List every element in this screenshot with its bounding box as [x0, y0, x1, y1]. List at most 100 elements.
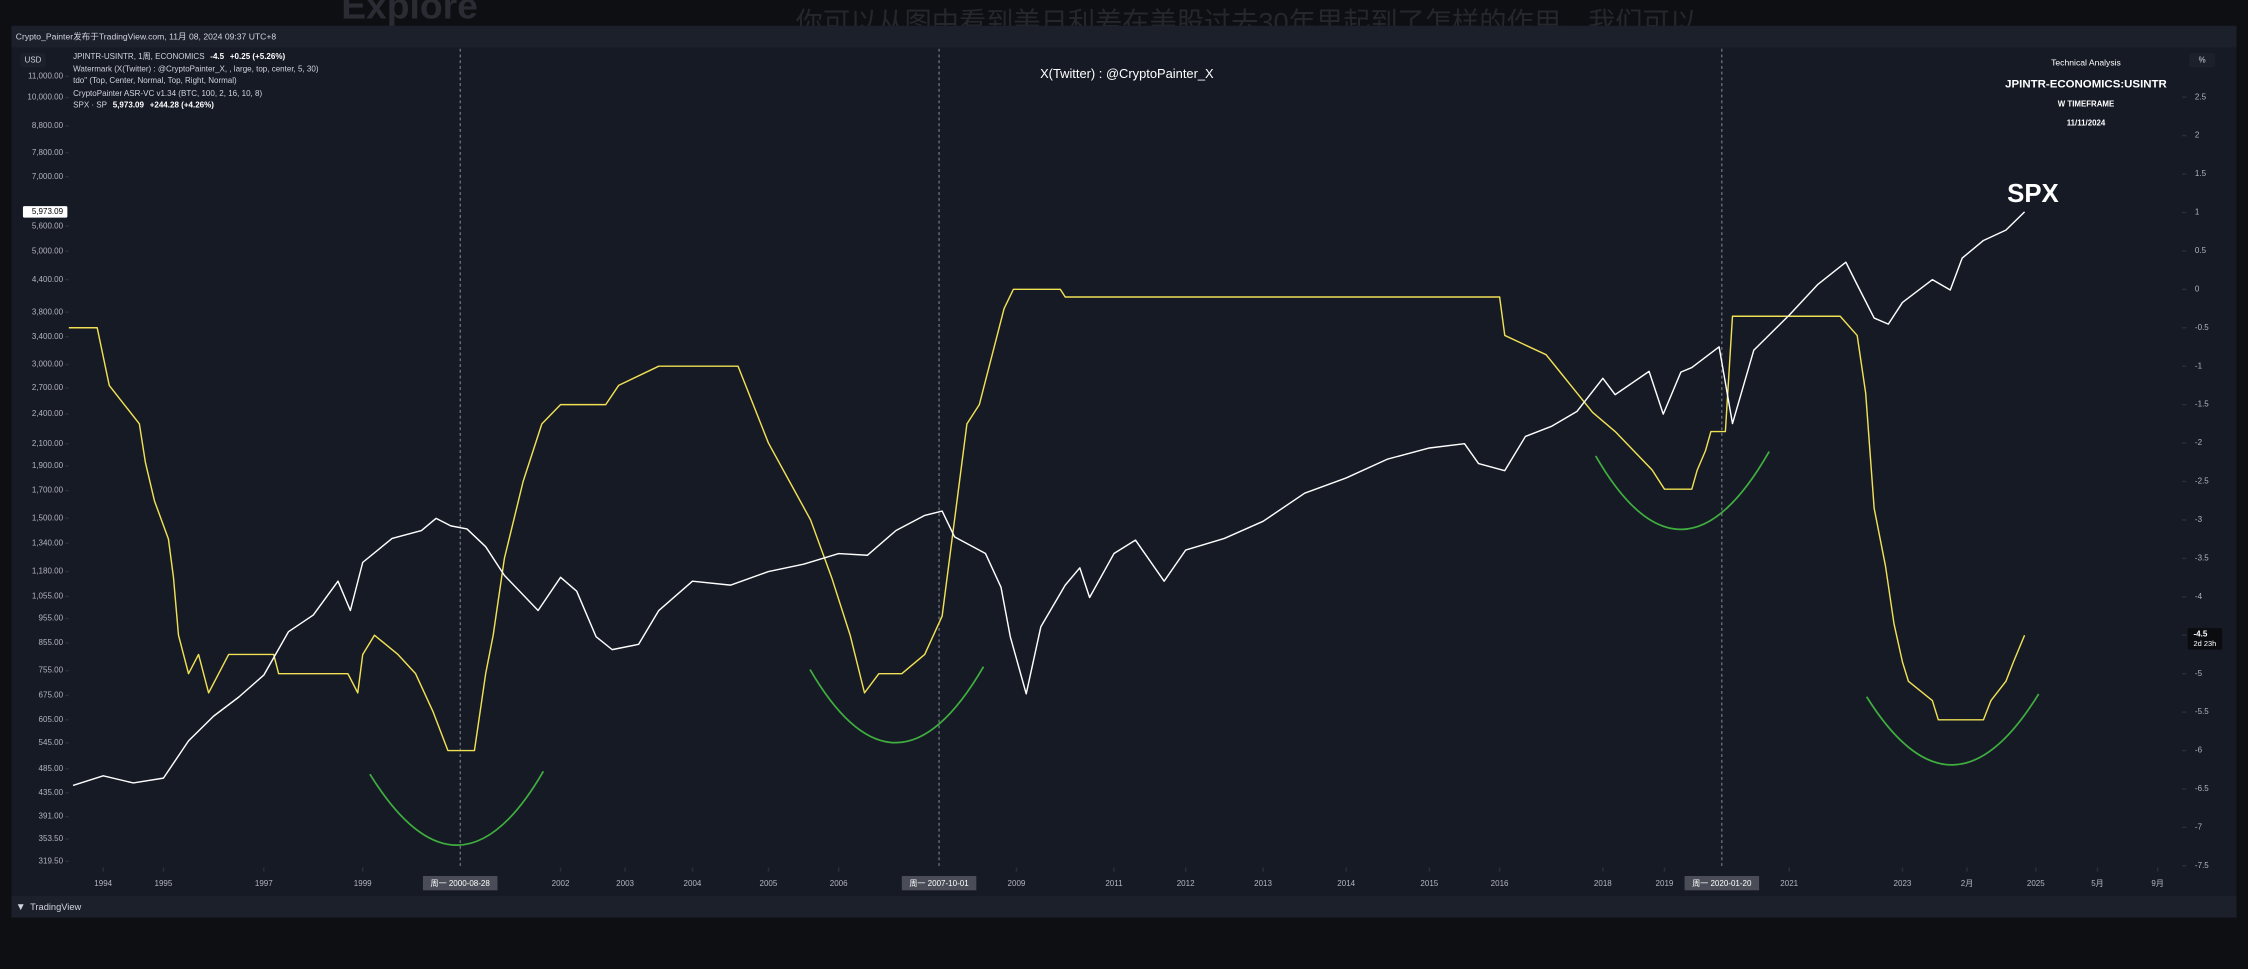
- x-tick-label: 2018: [1594, 879, 1612, 888]
- y-unit: USD: [25, 55, 42, 64]
- last-value-label: 5,973.09: [32, 207, 64, 216]
- y-tick-label: 855.00: [39, 638, 64, 647]
- y-tick-label: 755.00: [39, 666, 64, 675]
- annotation-label: SPX: [2007, 180, 2059, 208]
- y-tick-label: 1,180.00: [32, 567, 64, 576]
- y2-tick-label: -7: [2195, 823, 2203, 832]
- y-tick-label: 545.00: [39, 738, 64, 747]
- y2-tick-label: -6.5: [2195, 784, 2209, 793]
- y2-tick-label: -7.5: [2195, 861, 2209, 870]
- y-tick-label: 2,700.00: [32, 383, 64, 392]
- footer-logo: ▼: [16, 902, 26, 913]
- y-tick-label: 3,400.00: [32, 332, 64, 341]
- y2-tick-label: -1.5: [2195, 400, 2209, 409]
- info-title: Technical Analysis: [2051, 57, 2121, 67]
- y-tick-label: 1,055.00: [32, 592, 64, 601]
- y-tick-label: 3,800.00: [32, 307, 64, 316]
- x-tick-label: 2012: [1177, 879, 1195, 888]
- x-tick-label: 2011: [1105, 879, 1123, 888]
- indicator: CryptoPainter ASR-VC v1.34 (BTC, 100, 2,…: [73, 89, 263, 99]
- indicator: Watermark (X(Twitter) : @CryptoPainter_X…: [73, 65, 319, 74]
- y-tick-label: 1,900.00: [32, 461, 64, 470]
- last-value-label: -4.5: [2194, 630, 2208, 639]
- watermark: X(Twitter) : @CryptoPainter_X: [1040, 66, 1214, 81]
- legend-value: 5,973.09: [112, 101, 144, 111]
- y2-tick-label: -2.5: [2195, 477, 2209, 486]
- y2-tick-label: -6: [2195, 746, 2203, 755]
- chart-panel: [11, 25, 2237, 918]
- x-tick-label: 2月: [1961, 879, 1973, 888]
- x-tick-label: 周一 2007-10-01: [909, 879, 969, 888]
- y2-tick-label: -3.5: [2195, 553, 2209, 562]
- legend-row: CryptoPainter ASR-VC v1.34 (BTC, 100, 2,…: [73, 88, 268, 99]
- x-tick-label: 2015: [1420, 879, 1438, 888]
- y2-tick-label: -5.5: [2195, 707, 2209, 716]
- info-date: 11/11/2024: [2067, 118, 2106, 127]
- x-tick-highlight: [901, 875, 977, 891]
- annotation-arc: [369, 770, 545, 846]
- x-tick-label: 2003: [616, 879, 634, 888]
- y-tick-label: 7,000.00: [32, 172, 64, 181]
- y-tick-label: 1,700.00: [32, 486, 64, 495]
- y-tick-label: 5,000.00: [32, 246, 64, 255]
- y-tick-label: 2,400.00: [32, 409, 64, 418]
- y-tick-label: 3,000.00: [32, 360, 64, 369]
- x-tick-label: 1994: [94, 879, 112, 888]
- y-tick-label: 5,600.00: [32, 221, 64, 230]
- y-tick-label: 435.00: [39, 788, 64, 797]
- y-tick-label: 353.50: [39, 834, 64, 843]
- y-tick-label: 319.50: [39, 857, 64, 866]
- legend-row: tdo" (Top, Center, Normal, Top, Right, N…: [73, 76, 242, 87]
- x-tick-label: 周一 2000-08-28: [431, 879, 491, 888]
- countdown-label: 2d 23h: [2194, 639, 2217, 648]
- x-tick-label: 2014: [1337, 879, 1355, 888]
- annotation-arc: [809, 666, 985, 744]
- x-tick-label: 2004: [684, 879, 702, 888]
- legend-row: JPINTR-USINTR, 1周, ECONOMICS -4.5 +0.25 (+…: [73, 52, 291, 63]
- series-line: [72, 211, 2026, 787]
- y-tick-label: 675.00: [39, 691, 64, 700]
- y-tick-label: 605.00: [39, 715, 64, 724]
- y2-tick-label: 0: [2195, 284, 2200, 293]
- y-tick-label: 955.00: [39, 614, 64, 623]
- indicator: tdo" (Top, Center, Normal, Top, Right, N…: [73, 77, 237, 87]
- footer-bar: [11, 896, 2237, 918]
- y2-tick-label: 2: [2195, 131, 2200, 140]
- y2-tick-label: -5: [2195, 669, 2203, 678]
- x-tick-highlight: [1684, 875, 1760, 891]
- x-tick-label: 2006: [830, 879, 848, 888]
- y-tick-label: 1,340.00: [32, 538, 64, 547]
- y-tick-label: 7,800.00: [32, 148, 64, 157]
- legend-change: +0.25 (+5.26%): [229, 53, 286, 62]
- y2-tick-label: 2.5: [2195, 92, 2207, 101]
- y-tick-label: 8,800.00: [32, 121, 64, 130]
- x-tick-label: 2025: [2027, 879, 2045, 888]
- header-bar: [11, 25, 2237, 48]
- x-tick-label: 1999: [354, 879, 372, 888]
- info-symbol: JPINTR-ECONOMICS:USINTR: [2005, 79, 2167, 91]
- x-tick-highlight: [422, 875, 498, 891]
- y2-tick-label: -3: [2195, 515, 2203, 524]
- background-title: Explore: [341, 0, 478, 26]
- legend-row: SPX · SP 5,973.09 +244.28 (+4.26%): [73, 100, 220, 111]
- y-tick-label: 485.00: [39, 764, 64, 773]
- unit-box: [2189, 53, 2216, 68]
- legend-row: Watermark (X(Twitter) : @CryptoPainter_X…: [73, 64, 324, 75]
- annotation-arc: [1865, 693, 2040, 766]
- y-tick-label: 4,400.00: [32, 275, 64, 284]
- y2-unit: %: [2199, 55, 2206, 64]
- x-tick-label: 1995: [155, 879, 173, 888]
- x-tick-label: 2009: [1008, 879, 1026, 888]
- x-tick-label: 2023: [1894, 879, 1912, 888]
- last-value-box: [2187, 628, 2223, 650]
- legend-change: +244.28 (+4.26%): [149, 101, 214, 111]
- x-tick-label: 2021: [1780, 879, 1798, 888]
- y2-tick-label: 0.5: [2195, 246, 2207, 255]
- y-tick-label: 391.00: [39, 812, 64, 821]
- annotation-arc: [1594, 451, 1770, 531]
- x-tick-label: 5月: [2091, 879, 2103, 888]
- legend-value: -4.5: [210, 53, 225, 62]
- y2-tick-label: -4: [2195, 592, 2203, 601]
